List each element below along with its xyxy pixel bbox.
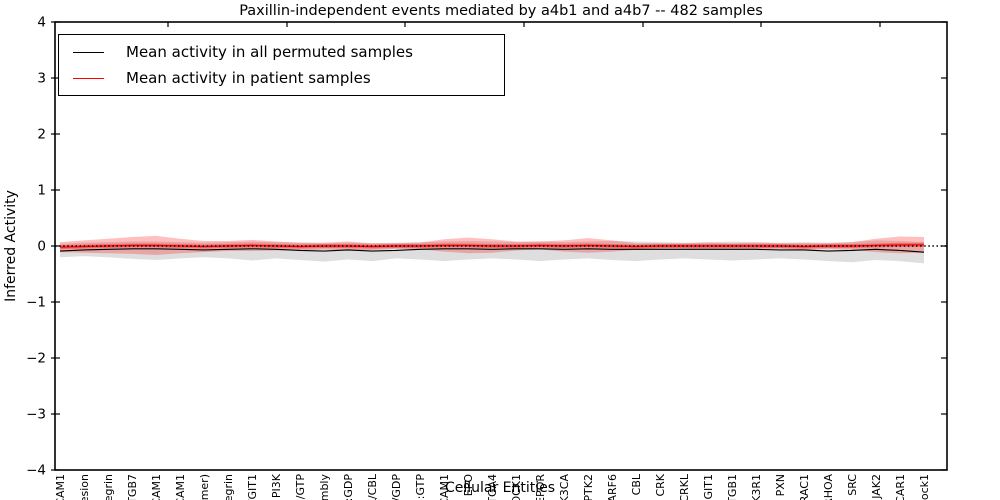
y-tick-label: −2 (26, 351, 46, 367)
x-tick-label: Rac1/GDP (390, 474, 403, 500)
x-axis-label: Cellular Entities (444, 480, 556, 496)
y-tick-label: −1 (26, 295, 46, 311)
x-tick-label: MADCAM1 (174, 474, 187, 500)
x-tick-label: mol:GDP (342, 474, 355, 500)
y-tick-label: −3 (26, 407, 46, 423)
x-tick-label: PIK3R1 (750, 474, 763, 500)
x-tick-label: lamellipodium assembly (318, 474, 331, 500)
x-tick-label: JAK2 (870, 474, 883, 500)
y-tick-label: 2 (37, 127, 46, 143)
x-tick-label: SRC (846, 474, 859, 496)
x-tick-label: p130Cas/Crk/Dock1 (918, 474, 931, 500)
x-tick-label: alpha4/beta1 Integrin/Paxillin/GIT1 (246, 474, 259, 500)
x-tick-label: VCAM1 (438, 474, 451, 500)
permuted-mean-line (59, 248, 925, 253)
x-tick-label: EPO/EPOR (dimer) (198, 474, 211, 500)
x-tick-label: alpha4/beta7 Integrin (102, 474, 115, 500)
x-tick-label: Rac1/GTP (294, 474, 307, 500)
x-tick-label: alpha4/beta1 Integrin/VCAM1 (150, 474, 163, 500)
x-tick-label: PI3K (270, 473, 283, 498)
x-tick-label: EPOR (534, 474, 547, 500)
permuted-line-sample-icon (73, 51, 104, 53)
y-tick-label: 0 (37, 239, 46, 255)
y-tick-label: 1 (37, 183, 46, 199)
chart-title: Paxillin-independent events mediated by … (239, 3, 763, 19)
x-tick-label: ITGB1 (726, 474, 739, 500)
legend-entry-permuted: Mean activity in all permuted samples (59, 43, 504, 61)
x-tick-label: CBL (630, 473, 643, 495)
legend: Mean activity in all permuted samples Me… (58, 34, 505, 96)
legend-label-patient: Mean activity in patient samples (126, 69, 371, 87)
x-tick-label: BCAR1 (894, 474, 907, 500)
x-tick-label: EPO (462, 474, 475, 497)
x-tick-label: PXN (774, 474, 787, 496)
patient-line-sample-icon (73, 77, 104, 79)
x-tick-label: RHOA (822, 474, 835, 500)
x-tick-label: CRKL/CBL (366, 473, 379, 500)
x-tick-label: alpha4/beta1 Integrin (222, 474, 235, 500)
x-tick-label: GIT1 (702, 474, 715, 500)
x-tick-label: CRKL (678, 473, 691, 500)
x-tick-label: RAC1 (798, 474, 811, 500)
x-tick-label: ARF6 (606, 474, 619, 500)
x-tick-label: mol:GTP (414, 474, 427, 500)
x-tick-label: PIK3CA (558, 474, 571, 500)
x-tick-label: DOCK1 (510, 474, 523, 500)
y-tick-label: 4 (37, 15, 46, 31)
legend-entry-patient: Mean activity in patient samples (59, 69, 504, 87)
y-tick-label: −4 (26, 463, 46, 479)
x-tick-label: alpha4/beta7 Integrin/MAdCAM1 (54, 474, 67, 500)
x-tick-label: ITGB7 (126, 474, 139, 500)
x-tick-label: PTK2 (582, 474, 595, 500)
x-tick-label: ITGA4 (486, 474, 499, 500)
y-tick-label: 3 (37, 71, 46, 87)
x-tick-label: cell adhesion (78, 474, 91, 500)
legend-label-permuted: Mean activity in all permuted samples (126, 43, 413, 61)
x-tick-label: CRK (654, 473, 667, 496)
